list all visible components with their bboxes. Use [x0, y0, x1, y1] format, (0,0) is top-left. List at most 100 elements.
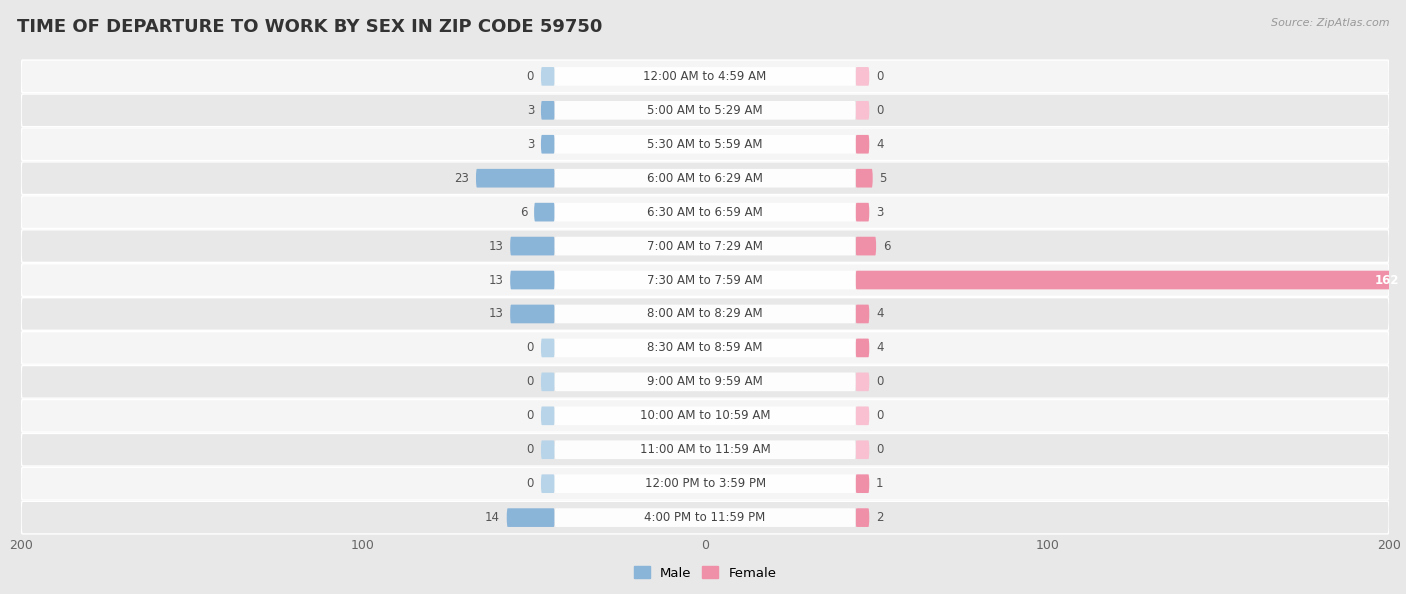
- Text: 5: 5: [880, 172, 887, 185]
- Text: 9:00 AM to 9:59 AM: 9:00 AM to 9:59 AM: [647, 375, 763, 388]
- FancyBboxPatch shape: [510, 271, 554, 289]
- Text: 7:30 AM to 7:59 AM: 7:30 AM to 7:59 AM: [647, 273, 763, 286]
- FancyBboxPatch shape: [21, 128, 1389, 160]
- Text: 6: 6: [883, 239, 890, 252]
- Text: 11:00 AM to 11:59 AM: 11:00 AM to 11:59 AM: [640, 443, 770, 456]
- Text: 3: 3: [527, 138, 534, 151]
- Text: 0: 0: [876, 70, 883, 83]
- FancyBboxPatch shape: [21, 264, 1389, 296]
- FancyBboxPatch shape: [554, 101, 856, 119]
- FancyBboxPatch shape: [554, 305, 856, 323]
- Text: 3: 3: [876, 206, 883, 219]
- Text: 5:30 AM to 5:59 AM: 5:30 AM to 5:59 AM: [647, 138, 763, 151]
- FancyBboxPatch shape: [856, 169, 873, 188]
- FancyBboxPatch shape: [554, 135, 856, 154]
- FancyBboxPatch shape: [477, 169, 554, 188]
- Text: 162: 162: [1375, 273, 1399, 286]
- FancyBboxPatch shape: [541, 339, 554, 357]
- FancyBboxPatch shape: [856, 203, 869, 222]
- FancyBboxPatch shape: [21, 331, 1389, 364]
- FancyBboxPatch shape: [856, 305, 869, 323]
- FancyBboxPatch shape: [856, 101, 869, 119]
- FancyBboxPatch shape: [534, 203, 554, 222]
- FancyBboxPatch shape: [856, 475, 869, 493]
- Text: 8:30 AM to 8:59 AM: 8:30 AM to 8:59 AM: [647, 342, 763, 355]
- FancyBboxPatch shape: [21, 298, 1389, 330]
- FancyBboxPatch shape: [21, 467, 1389, 500]
- Text: 3: 3: [527, 104, 534, 117]
- Text: 0: 0: [876, 443, 883, 456]
- FancyBboxPatch shape: [541, 67, 554, 86]
- Text: 6: 6: [520, 206, 527, 219]
- Text: 0: 0: [527, 375, 534, 388]
- FancyBboxPatch shape: [554, 271, 856, 289]
- FancyBboxPatch shape: [856, 135, 869, 154]
- Text: 0: 0: [527, 443, 534, 456]
- FancyBboxPatch shape: [541, 135, 554, 154]
- FancyBboxPatch shape: [554, 508, 856, 527]
- FancyBboxPatch shape: [21, 196, 1389, 229]
- Text: 10:00 AM to 10:59 AM: 10:00 AM to 10:59 AM: [640, 409, 770, 422]
- Text: 4: 4: [876, 342, 883, 355]
- Text: 13: 13: [488, 273, 503, 286]
- FancyBboxPatch shape: [541, 101, 554, 119]
- FancyBboxPatch shape: [541, 406, 554, 425]
- FancyBboxPatch shape: [554, 475, 856, 493]
- Text: Source: ZipAtlas.com: Source: ZipAtlas.com: [1271, 18, 1389, 28]
- FancyBboxPatch shape: [554, 372, 856, 391]
- FancyBboxPatch shape: [554, 67, 856, 86]
- Text: 7:00 AM to 7:29 AM: 7:00 AM to 7:29 AM: [647, 239, 763, 252]
- Text: 12:00 PM to 3:59 PM: 12:00 PM to 3:59 PM: [644, 477, 766, 490]
- Text: 4: 4: [876, 308, 883, 321]
- Text: 23: 23: [454, 172, 470, 185]
- FancyBboxPatch shape: [856, 508, 869, 527]
- Text: 6:00 AM to 6:29 AM: 6:00 AM to 6:29 AM: [647, 172, 763, 185]
- FancyBboxPatch shape: [21, 365, 1389, 398]
- FancyBboxPatch shape: [21, 94, 1389, 127]
- Text: 14: 14: [485, 511, 501, 524]
- FancyBboxPatch shape: [856, 440, 869, 459]
- Text: 8:00 AM to 8:29 AM: 8:00 AM to 8:29 AM: [647, 308, 763, 321]
- FancyBboxPatch shape: [856, 67, 869, 86]
- Text: 1: 1: [876, 477, 883, 490]
- FancyBboxPatch shape: [506, 508, 554, 527]
- FancyBboxPatch shape: [856, 406, 869, 425]
- FancyBboxPatch shape: [21, 162, 1389, 194]
- FancyBboxPatch shape: [554, 169, 856, 188]
- FancyBboxPatch shape: [856, 271, 1406, 289]
- FancyBboxPatch shape: [541, 372, 554, 391]
- Text: 4:00 PM to 11:59 PM: 4:00 PM to 11:59 PM: [644, 511, 766, 524]
- FancyBboxPatch shape: [541, 475, 554, 493]
- Text: 12:00 AM to 4:59 AM: 12:00 AM to 4:59 AM: [644, 70, 766, 83]
- Text: 13: 13: [488, 308, 503, 321]
- FancyBboxPatch shape: [21, 400, 1389, 432]
- Text: 0: 0: [876, 409, 883, 422]
- FancyBboxPatch shape: [554, 203, 856, 222]
- FancyBboxPatch shape: [510, 237, 554, 255]
- FancyBboxPatch shape: [21, 501, 1389, 534]
- FancyBboxPatch shape: [856, 372, 869, 391]
- Text: 0: 0: [527, 409, 534, 422]
- FancyBboxPatch shape: [21, 434, 1389, 466]
- Text: 0: 0: [876, 375, 883, 388]
- FancyBboxPatch shape: [856, 237, 876, 255]
- FancyBboxPatch shape: [510, 305, 554, 323]
- Text: 6:30 AM to 6:59 AM: 6:30 AM to 6:59 AM: [647, 206, 763, 219]
- Text: 0: 0: [527, 477, 534, 490]
- Text: 5:00 AM to 5:29 AM: 5:00 AM to 5:29 AM: [647, 104, 763, 117]
- FancyBboxPatch shape: [21, 230, 1389, 263]
- FancyBboxPatch shape: [554, 406, 856, 425]
- Text: 2: 2: [876, 511, 883, 524]
- FancyBboxPatch shape: [554, 237, 856, 255]
- FancyBboxPatch shape: [554, 339, 856, 357]
- Legend: Male, Female: Male, Female: [628, 561, 782, 585]
- Text: 0: 0: [527, 342, 534, 355]
- FancyBboxPatch shape: [554, 440, 856, 459]
- Text: TIME OF DEPARTURE TO WORK BY SEX IN ZIP CODE 59750: TIME OF DEPARTURE TO WORK BY SEX IN ZIP …: [17, 18, 602, 36]
- FancyBboxPatch shape: [541, 440, 554, 459]
- Text: 0: 0: [527, 70, 534, 83]
- FancyBboxPatch shape: [856, 339, 869, 357]
- Text: 4: 4: [876, 138, 883, 151]
- FancyBboxPatch shape: [21, 60, 1389, 93]
- Text: 13: 13: [488, 239, 503, 252]
